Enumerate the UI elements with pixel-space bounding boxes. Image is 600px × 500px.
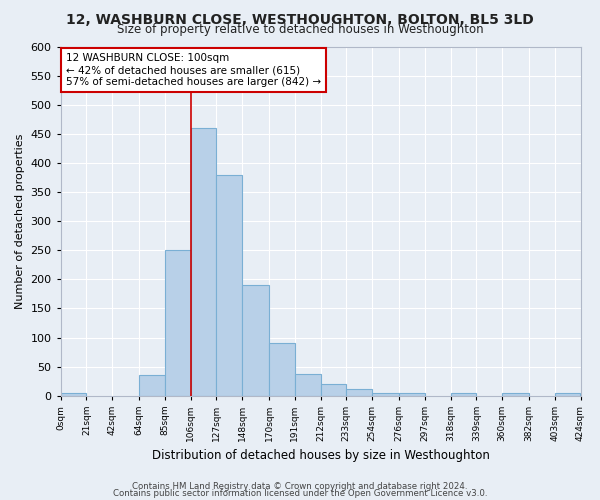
- Y-axis label: Number of detached properties: Number of detached properties: [15, 134, 25, 309]
- Text: 12, WASHBURN CLOSE, WESTHOUGHTON, BOLTON, BL5 3LD: 12, WASHBURN CLOSE, WESTHOUGHTON, BOLTON…: [66, 12, 534, 26]
- Bar: [61, 393, 86, 396]
- Text: Size of property relative to detached houses in Westhoughton: Size of property relative to detached ho…: [116, 22, 484, 36]
- Bar: [242, 285, 269, 396]
- Bar: [165, 250, 191, 396]
- X-axis label: Distribution of detached houses by size in Westhoughton: Distribution of detached houses by size …: [152, 450, 490, 462]
- Text: 12 WASHBURN CLOSE: 100sqm
← 42% of detached houses are smaller (615)
57% of semi: 12 WASHBURN CLOSE: 100sqm ← 42% of detac…: [66, 54, 321, 86]
- Bar: [502, 393, 529, 396]
- Bar: [269, 344, 295, 396]
- Bar: [191, 128, 217, 396]
- Bar: [217, 174, 242, 396]
- Bar: [295, 374, 320, 396]
- Bar: [451, 393, 476, 396]
- Text: Contains HM Land Registry data © Crown copyright and database right 2024.: Contains HM Land Registry data © Crown c…: [132, 482, 468, 491]
- Bar: [399, 393, 425, 396]
- Text: Contains public sector information licensed under the Open Government Licence v3: Contains public sector information licen…: [113, 489, 487, 498]
- Bar: [555, 393, 580, 396]
- Bar: [320, 384, 346, 396]
- Bar: [372, 393, 399, 396]
- Bar: [139, 376, 165, 396]
- Bar: [346, 389, 372, 396]
